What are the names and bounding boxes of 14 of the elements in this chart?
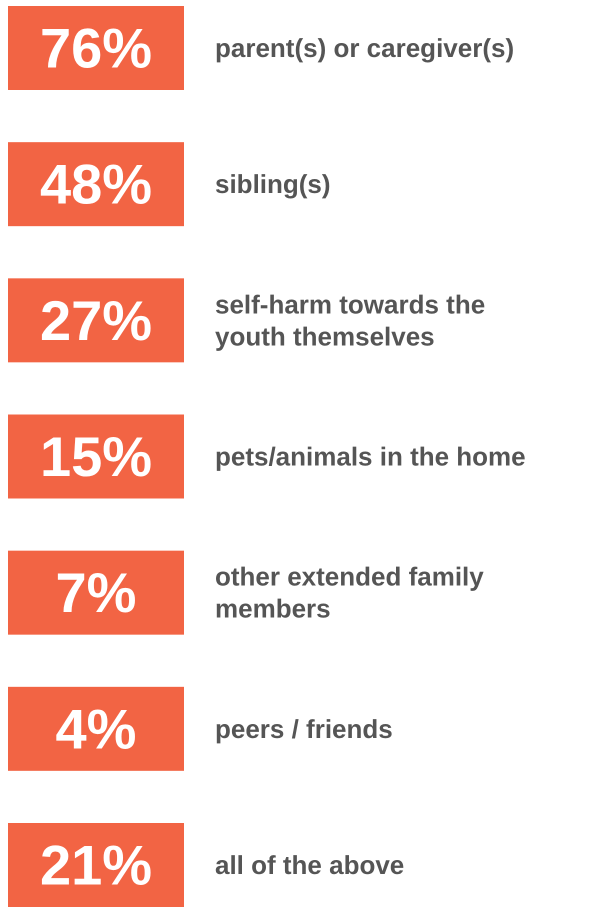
data-label: 7% — [56, 561, 136, 624]
category-label: pets/animals in the home — [215, 442, 526, 472]
category-label: parent(s) or caregiver(s) — [215, 33, 514, 63]
data-label: 76% — [40, 16, 152, 80]
data-label: 15% — [40, 425, 152, 488]
data-label: 21% — [40, 834, 152, 896]
category-label: sibling(s) — [215, 169, 331, 200]
category-label: peers / friends — [215, 714, 393, 744]
category-label: self-harm towards the youth themselves — [215, 289, 486, 352]
data-label: 4% — [56, 697, 136, 760]
category-label: all of the above — [215, 850, 404, 880]
data-label: 48% — [40, 152, 152, 216]
category-label: other extended family members — [215, 562, 484, 624]
data-label: 27% — [40, 288, 152, 352]
